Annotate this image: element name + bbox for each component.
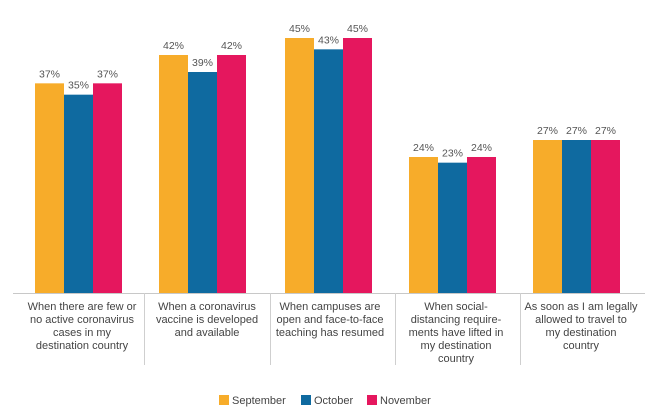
data-label-september-4: 24% [413, 142, 434, 154]
category-label-4-line-1: When social- [424, 301, 488, 313]
category-label-2-line-2: vaccine is developed [156, 314, 258, 326]
category-label-4-line-2: distancing require- [411, 314, 502, 326]
category-label-2-line-3: and available [175, 327, 240, 339]
legend-swatch-november [367, 395, 377, 405]
data-label-october-2: 39% [192, 57, 213, 69]
legend-label-october: October [314, 395, 353, 407]
bar-november-3 [343, 38, 372, 293]
bar-october-4 [438, 162, 467, 293]
bar-october-2 [188, 72, 217, 293]
legend-swatch-september [219, 395, 229, 405]
category-label-5-line-4: country [563, 340, 600, 352]
category-label-2-line-1: When a coronavirus [158, 301, 256, 313]
data-label-october-4: 23% [442, 148, 463, 160]
bar-september-4 [409, 157, 438, 293]
category-label-3-line-1: When campuses are [280, 301, 381, 313]
legend-swatch-october [301, 395, 311, 405]
bar-november-4 [467, 157, 496, 293]
data-label-november-1: 37% [97, 68, 118, 80]
category-label-5-line-2: allowed to travel to [535, 314, 627, 326]
data-label-november-2: 42% [221, 40, 242, 52]
legend-label-september: September [232, 395, 286, 407]
bar-september-5 [533, 140, 562, 293]
category-label-1-line-4: destination country [36, 340, 129, 352]
category-label-1-line-1: When there are few or [28, 301, 137, 313]
data-label-september-1: 37% [39, 68, 60, 80]
category-label-5-line-1: As soon as I am legally [524, 301, 638, 313]
bar-november-5 [591, 140, 620, 293]
data-label-september-3: 45% [289, 23, 310, 35]
bar-september-2 [159, 55, 188, 293]
bar-october-1 [64, 94, 93, 294]
category-label-4-line-3: ments have lifted in [409, 327, 504, 339]
data-label-september-2: 42% [163, 40, 184, 52]
data-label-september-5: 27% [537, 125, 558, 137]
data-label-october-5: 27% [566, 125, 587, 137]
category-label-1-line-2: no active coronavirus [30, 314, 134, 326]
data-label-october-3: 43% [318, 34, 339, 46]
legend-label-november: November [380, 395, 431, 407]
category-label-4-line-4: my destination [421, 340, 492, 352]
data-label-october-1: 35% [68, 80, 89, 92]
data-label-november-5: 27% [595, 125, 616, 137]
bar-november-1 [93, 83, 122, 293]
category-label-5-line-3: my destination [546, 327, 617, 339]
bar-september-3 [285, 38, 314, 293]
category-label-3-line-3: teaching has resumed [276, 327, 384, 339]
category-label-4-line-5: country [438, 353, 475, 365]
bar-november-2 [217, 55, 246, 293]
category-label-1-line-3: cases in my [53, 327, 112, 339]
category-label-3-line-2: open and face-to-face [276, 314, 383, 326]
data-label-november-4: 24% [471, 142, 492, 154]
bar-september-1 [35, 83, 64, 293]
bar-october-3 [314, 49, 343, 294]
bar-october-5 [562, 140, 591, 293]
data-label-november-3: 45% [347, 23, 368, 35]
